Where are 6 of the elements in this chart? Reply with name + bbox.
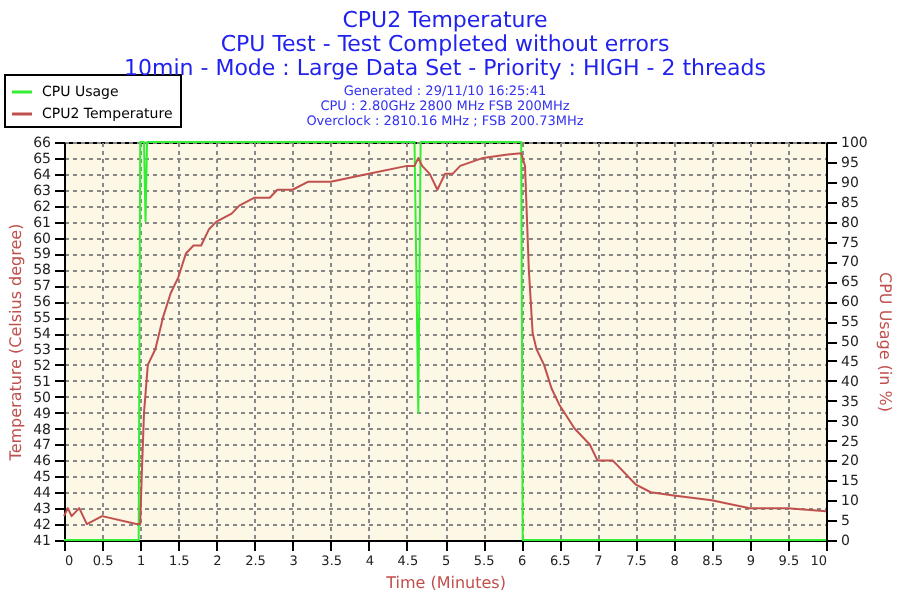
y-axis-title: Temperature (Celsius degree) (7, 223, 26, 463)
x-axis-title: Time (Minutes) (384, 574, 506, 592)
chart-subtitle: CPU Test - Test Completed without errors (220, 31, 670, 57)
chart-title: CPU2 Temperature (342, 7, 548, 33)
text: 10min - Mode : Large Data Set - Priority : HIGH - 2 threads (123, 55, 767, 81)
y2-axis-title: CPU Usage (in %) (875, 272, 894, 412)
